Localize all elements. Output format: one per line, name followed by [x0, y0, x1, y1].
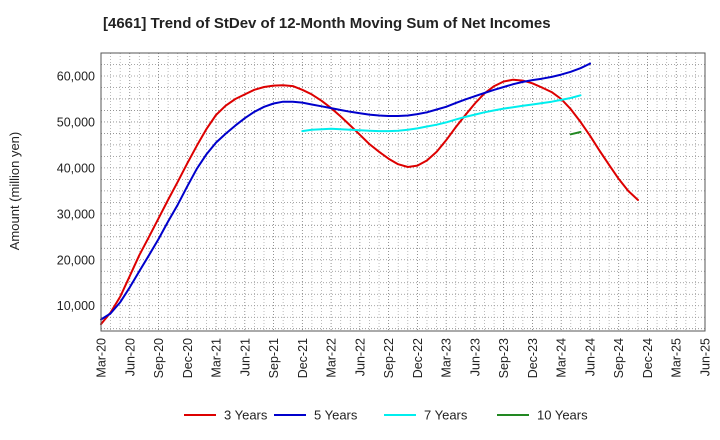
- x-tick-label: Dec-21: [296, 338, 310, 378]
- series-layer: [100, 62, 639, 326]
- series-line-7-years: [301, 94, 582, 133]
- y-tick-label: 60,000: [57, 69, 95, 83]
- y-tick-label: 50,000: [57, 115, 95, 129]
- x-tick-label: Mar-23: [440, 338, 454, 378]
- chart-title: [4661] Trend of StDev of 12-Month Moving…: [103, 15, 551, 32]
- y-tick-label: 10,000: [57, 299, 95, 313]
- x-tick-label: Jun-22: [353, 338, 367, 376]
- x-tick-label: Dec-23: [526, 338, 540, 378]
- legend-label: 10 Years: [537, 408, 588, 423]
- x-gridlines: [100, 53, 706, 331]
- x-tick-label: Jun-20: [123, 338, 137, 376]
- x-tick-label: Dec-24: [641, 338, 655, 378]
- x-tick-label: Dec-20: [181, 338, 195, 378]
- x-tick-label: Sep-24: [612, 338, 626, 378]
- x-tick-label: Sep-21: [267, 338, 281, 378]
- x-tick-label: Sep-23: [497, 338, 511, 378]
- x-tick-label: Mar-20: [95, 338, 109, 378]
- legend-label: 3 Years: [224, 408, 268, 423]
- x-tick-label: Mar-24: [555, 338, 569, 378]
- legend-label: 5 Years: [314, 408, 358, 423]
- x-tick-label: Sep-22: [382, 338, 396, 378]
- series-line-3-years: [100, 78, 639, 326]
- x-tick-label: Dec-22: [411, 338, 425, 378]
- y-tick-label: 20,000: [57, 253, 95, 267]
- x-tick-label: Mar-25: [670, 338, 684, 378]
- x-tick-label: Jun-24: [583, 338, 597, 376]
- x-tick-label: Jun-23: [468, 338, 482, 376]
- series-line-10-years: [569, 131, 582, 136]
- plot-frame: [100, 52, 706, 332]
- y-tick-label: 40,000: [57, 161, 95, 175]
- legend: 3 Years 5 Years 7 Years 10 Years: [184, 408, 588, 423]
- plot-background: [101, 53, 705, 331]
- series-line-5-years: [100, 62, 591, 321]
- x-tick-label: Jun-25: [699, 338, 713, 376]
- y-tick-labels: 10,000 20,000 30,000 40,000 50,000 60,000: [57, 69, 95, 313]
- y-tick-label: 30,000: [57, 207, 95, 221]
- plot-border: [100, 52, 706, 332]
- x-tick-label: Sep-20: [152, 338, 166, 378]
- x-tick-label: Mar-21: [210, 338, 224, 378]
- x-tick-label: Mar-22: [325, 338, 339, 378]
- plot-bg-rect: [101, 53, 705, 331]
- legend-label: 7 Years: [424, 408, 468, 423]
- x-tick-label: Jun-21: [238, 338, 252, 376]
- y-axis-title: Amount (million yen): [7, 132, 22, 251]
- x-tick-labels: Mar-20 Jun-20 Sep-20 Dec-20 Mar-21 Jun-21 Sep-…: [95, 338, 713, 378]
